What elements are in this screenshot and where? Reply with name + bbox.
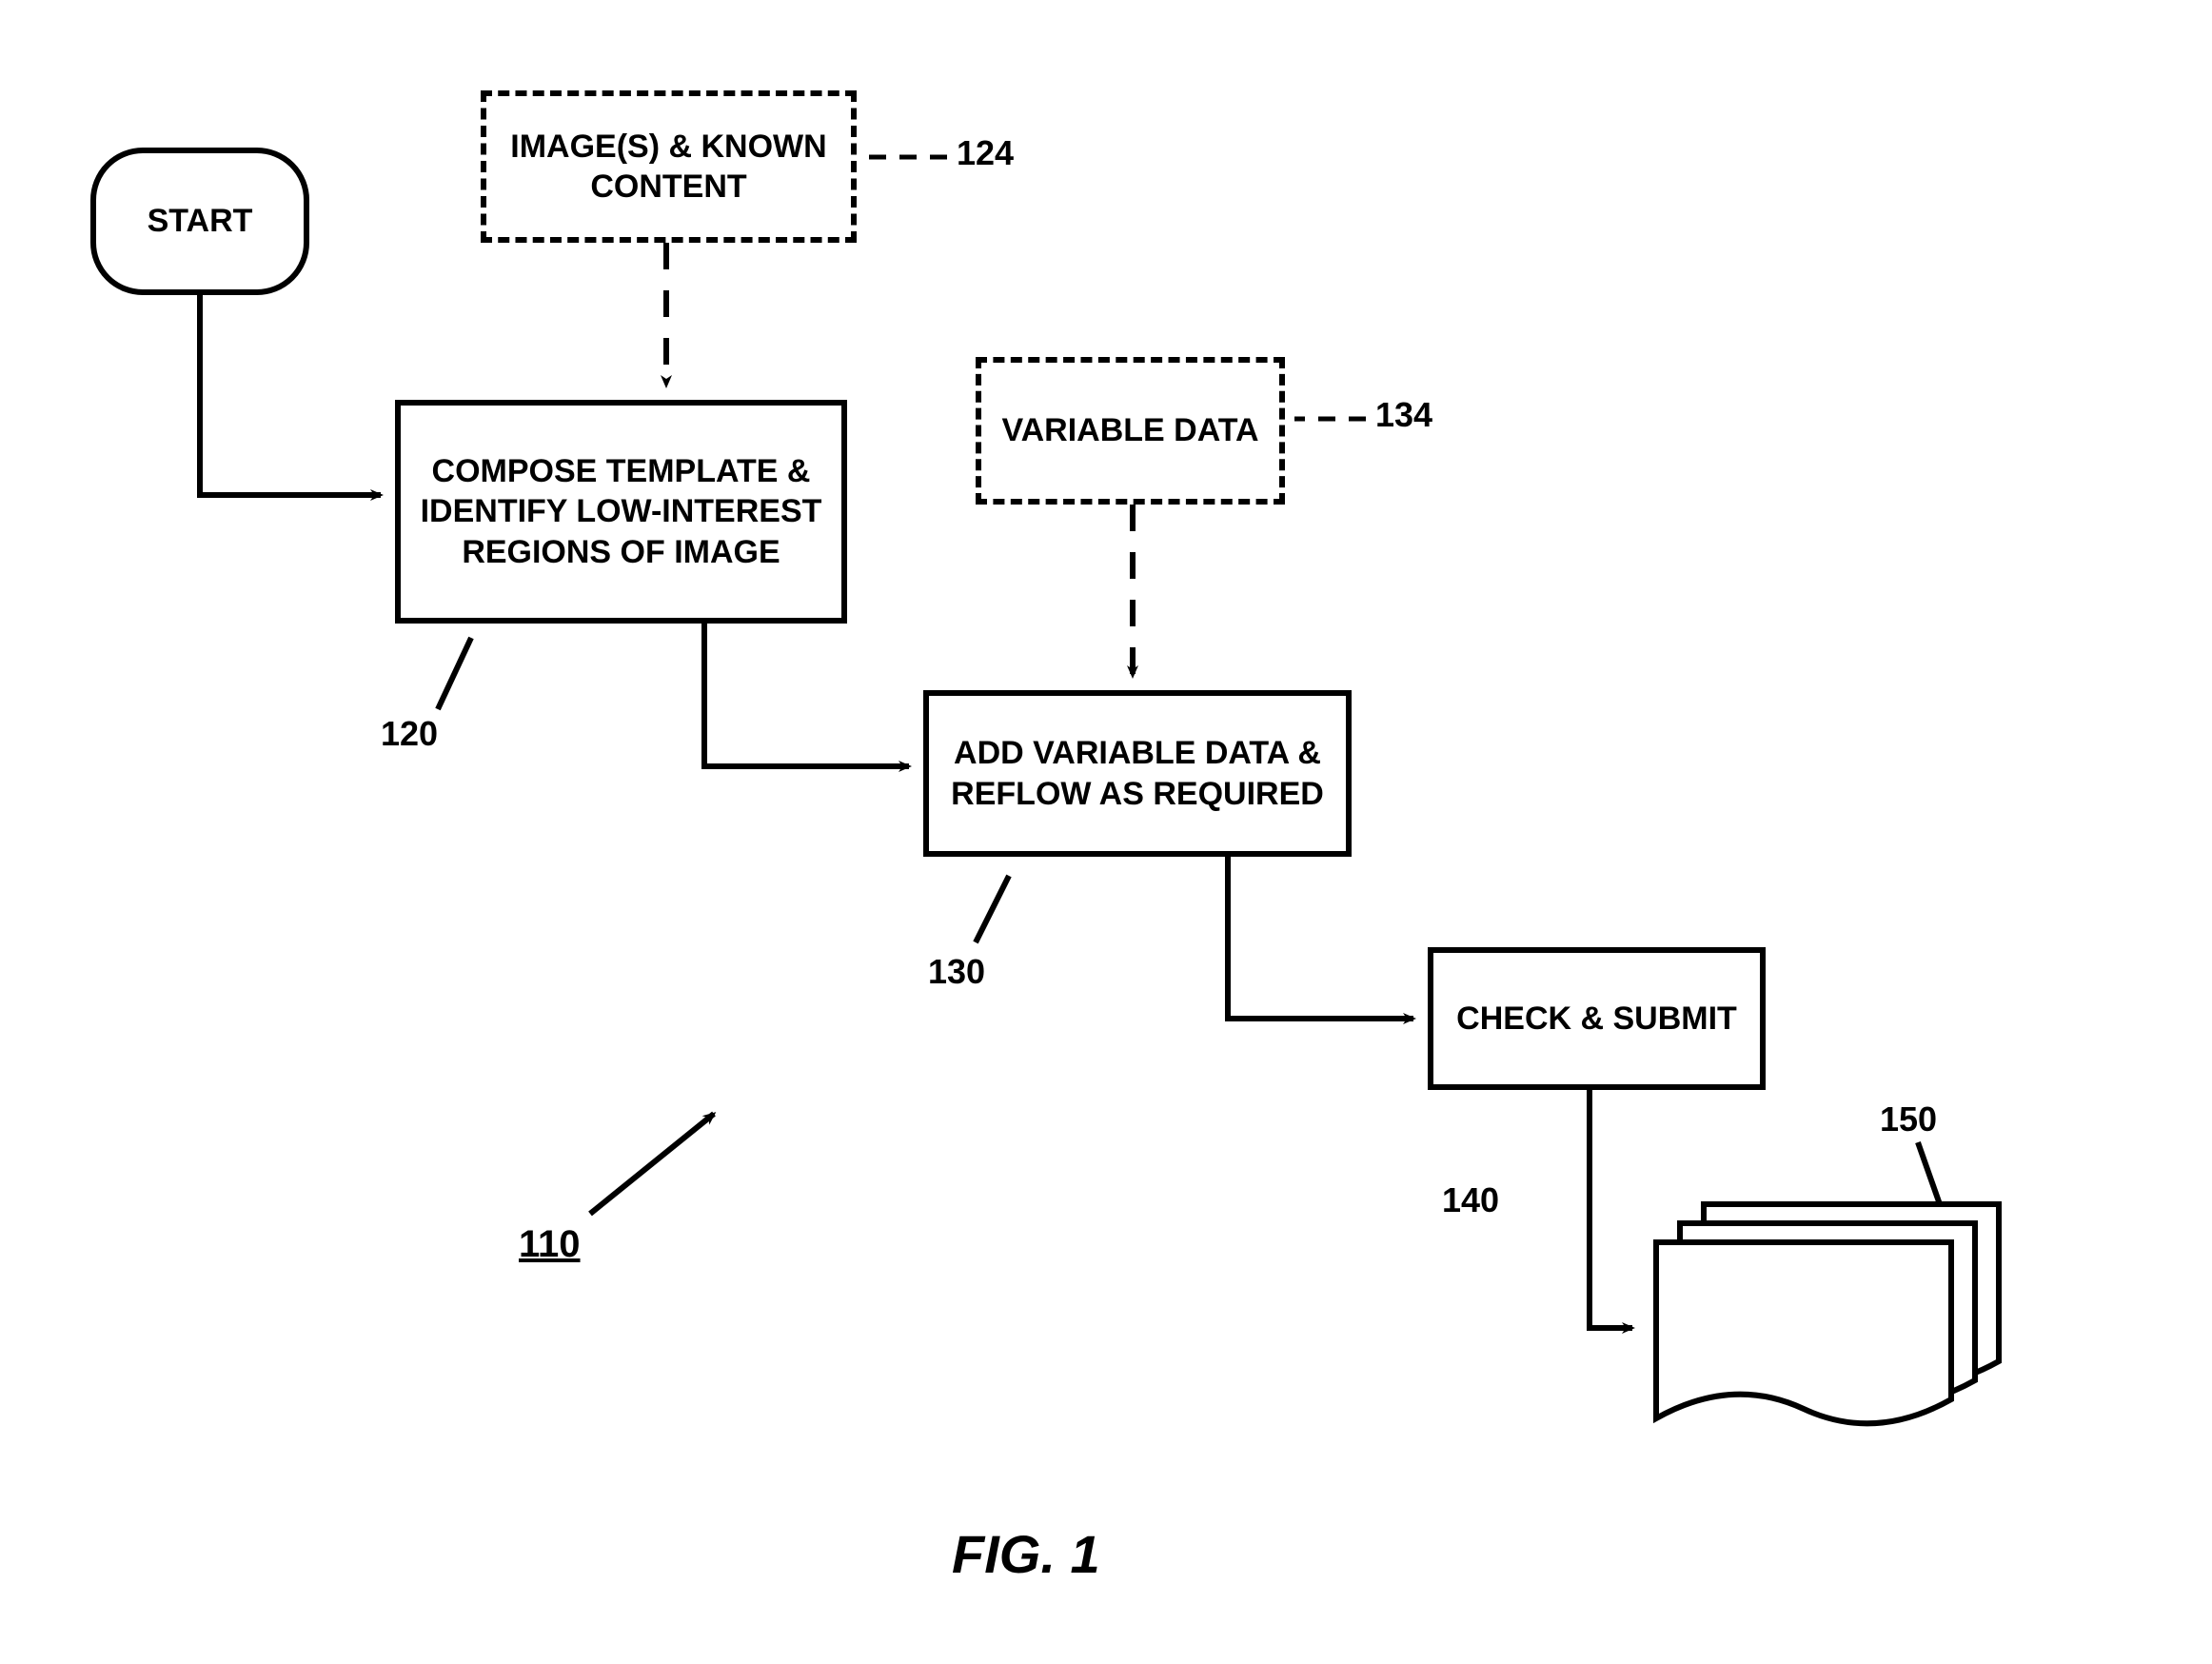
variable-data-node: VARIABLE DATA <box>976 357 1285 505</box>
compose-node: COMPOSE TEMPLATE & IDENTIFY LOW-INTEREST… <box>395 400 847 624</box>
edge-check-print <box>1590 1090 1632 1328</box>
leader-130 <box>976 876 1009 942</box>
print-job-label: PRINT JOB <box>1675 1304 1913 1341</box>
leader-150 <box>1918 1142 1946 1223</box>
arrow-110 <box>590 1114 714 1214</box>
check-submit-node: CHECK & SUBMIT <box>1428 947 1766 1090</box>
check-submit-label: CHECK & SUBMIT <box>1456 999 1737 1040</box>
add-variable-label: ADD VARIABLE DATA & REFLOW AS REQUIRED <box>951 733 1324 814</box>
edge-add-check <box>1228 857 1413 1019</box>
edge-compose-add <box>704 624 909 766</box>
start-label: START <box>148 201 253 242</box>
ref-label-120: 120 <box>381 714 438 754</box>
images-content-label: IMAGE(S) & KNOWN CONTENT <box>510 127 826 208</box>
ref-label-140: 140 <box>1442 1180 1499 1220</box>
add-variable-node: ADD VARIABLE DATA & REFLOW AS REQUIRED <box>923 690 1352 857</box>
ref-label-110: 110 <box>519 1223 581 1266</box>
ref-label-124: 124 <box>957 133 1014 173</box>
ref-label-130: 130 <box>928 952 985 992</box>
leader-120 <box>438 638 471 709</box>
variable-data-label: VARIABLE DATA <box>1001 410 1258 451</box>
compose-label: COMPOSE TEMPLATE & IDENTIFY LOW-INTEREST… <box>421 451 822 573</box>
ref-label-134: 134 <box>1375 395 1432 435</box>
ref-label-150: 150 <box>1880 1099 1937 1139</box>
edge-start-compose <box>200 295 381 495</box>
images-content-node: IMAGE(S) & KNOWN CONTENT <box>481 90 857 243</box>
figure-caption: FIG. 1 <box>952 1523 1100 1585</box>
start-node: START <box>90 148 309 295</box>
